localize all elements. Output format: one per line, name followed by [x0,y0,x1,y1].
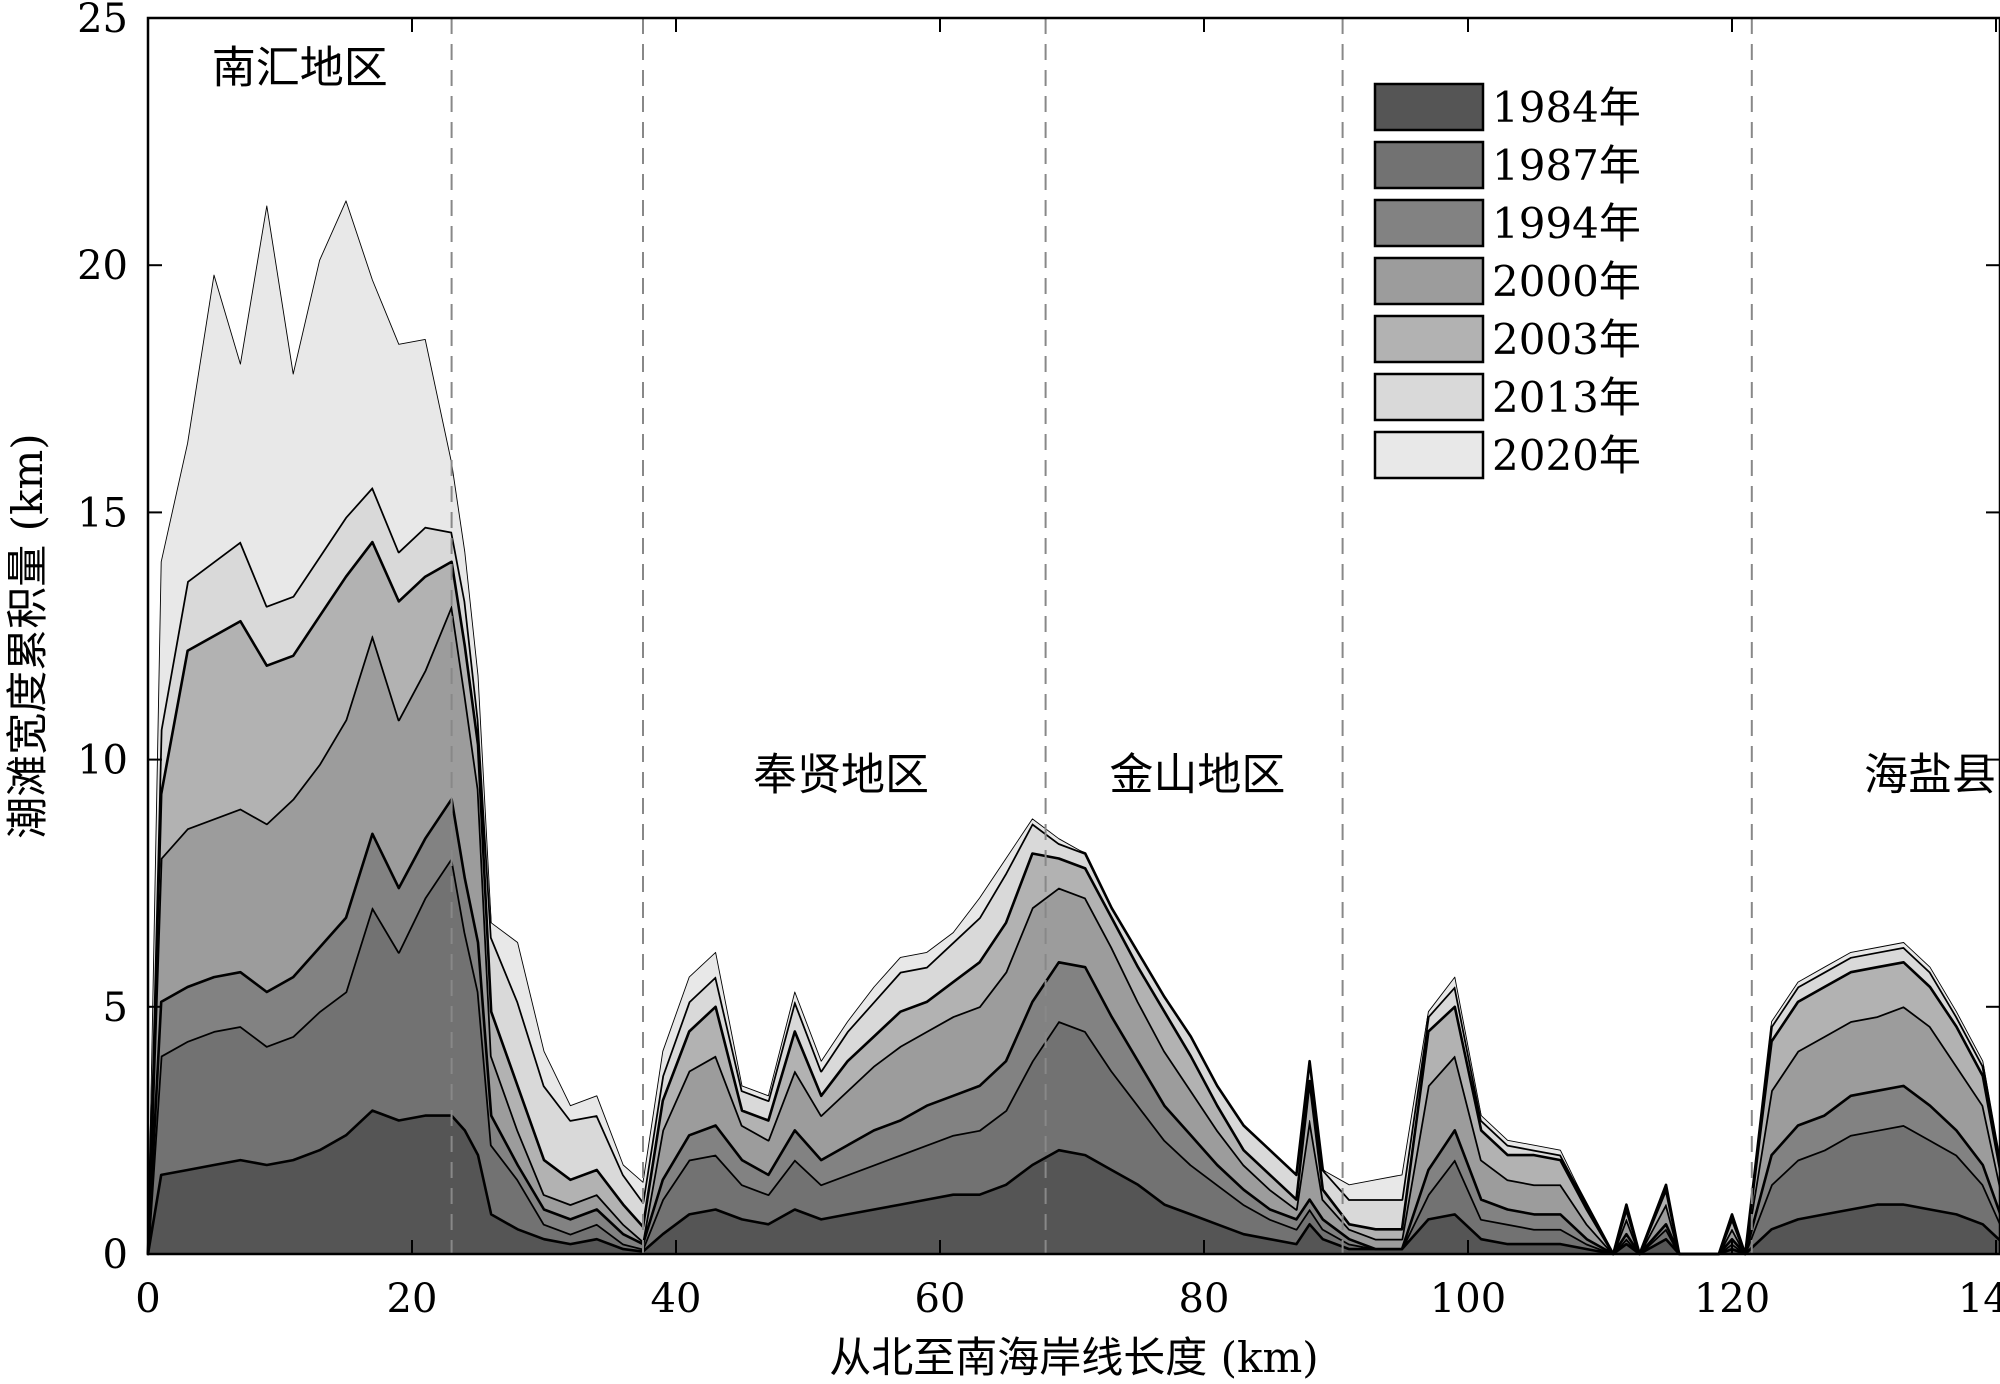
legend: 1984年 1987年 1994年 2000年 2003年 2013年 2020年 [1373,82,1641,480]
legend-label: 1987年 [1492,141,1641,190]
legend-swatch [1373,372,1485,422]
area-series-2020年 [147,200,2000,1255]
y-tick-label: 20 [77,243,128,289]
y-tick-label: 25 [77,0,128,42]
legend-swatch [1373,430,1485,480]
area-series-group [146,200,2000,1256]
legend-label: 1994年 [1492,199,1641,248]
y-tick-label: 5 [103,985,128,1031]
x-axis: 0 20 40 60 80 100 120 140 [135,18,2000,1322]
y-axis-label: 潮滩宽度累积量 (km) [3,433,52,838]
region-label: 奉贤地区 [753,749,929,800]
legend-swatch [1373,198,1485,248]
y-tick-label: 15 [77,490,128,536]
legend-label: 2020年 [1492,431,1641,480]
legend-swatch [1373,256,1485,306]
legend-label: 2013年 [1492,373,1641,422]
x-tick-label: 120 [1694,1276,1770,1322]
region-divider-group [450,18,1753,1254]
plot-frame [146,16,2000,1256]
y-tick-label: 10 [77,738,128,784]
legend-label: 2000年 [1492,257,1641,306]
region-label: 金山地区 [1109,749,1285,800]
x-tick-label: 140 [1958,1276,2000,1322]
legend-label: 1984年 [1492,83,1641,132]
x-tick-label: 20 [387,1276,438,1322]
legend-swatch [1373,314,1485,364]
x-tick-label: 60 [915,1276,966,1322]
legend-swatch [1373,82,1485,132]
x-tick-label: 40 [651,1276,702,1322]
y-axis: 0 5 10 15 20 25 [77,0,2000,1278]
region-label: 南汇地区 [212,42,388,93]
y-tick-label: 0 [103,1232,128,1278]
x-tick-label: 100 [1430,1276,1506,1322]
legend-swatch [1373,140,1485,190]
x-tick-label: 80 [1179,1276,1230,1322]
legend-label: 2003年 [1492,315,1641,364]
x-tick-label: 0 [135,1276,160,1322]
region-label: 海盐县 [1864,749,1996,800]
x-axis-label: 从北至南海岸线长度 (km) [829,1333,1318,1382]
